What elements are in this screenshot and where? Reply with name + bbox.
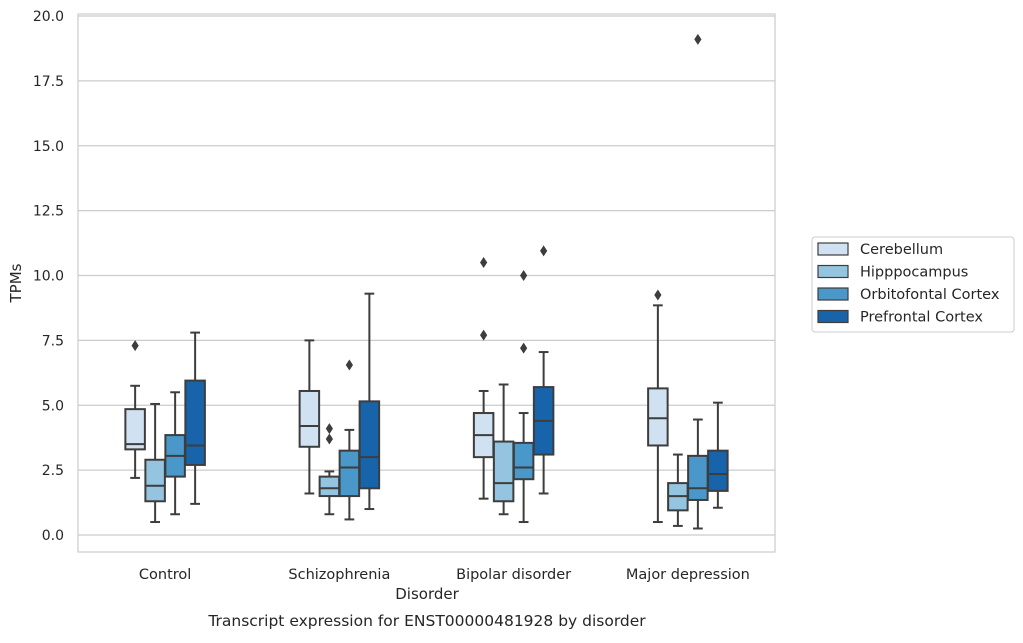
legend-frame — [811, 236, 1015, 333]
chart-caption: Transcript expression for ENST0000048192… — [207, 612, 646, 630]
legend-label: Hipppocampus — [860, 265, 968, 281]
legend-label: Cerebellum — [860, 242, 943, 258]
box — [124, 408, 146, 451]
box — [512, 441, 535, 481]
x-tick-label: Schizophrenia — [288, 567, 390, 583]
outlier-marker — [480, 257, 488, 269]
box-group — [358, 292, 381, 511]
box-group — [492, 383, 515, 516]
outlier-marker — [325, 423, 333, 435]
box — [358, 400, 381, 490]
box-group — [667, 453, 689, 527]
legend-label: Prefrontal Cortex — [860, 310, 983, 326]
box-group — [184, 331, 206, 505]
y-tick-label: 2.5 — [42, 463, 64, 479]
outlier-marker — [654, 289, 662, 301]
y-tick-label: 20.0 — [33, 9, 64, 25]
x-tick-label: Bipolar disorder — [456, 567, 571, 583]
box-group — [298, 339, 321, 495]
y-tick-label: 0.0 — [42, 528, 64, 544]
box — [707, 449, 729, 492]
x-tick-label: Control — [139, 567, 191, 583]
box — [318, 475, 341, 498]
legend-swatch — [817, 287, 849, 301]
outlier-marker — [325, 433, 333, 445]
plot-frame — [77, 13, 776, 553]
box-group — [472, 257, 495, 500]
outlier-marker — [345, 359, 353, 371]
box — [338, 449, 361, 498]
box-group — [144, 402, 166, 524]
box — [144, 458, 166, 503]
box — [492, 440, 515, 503]
box-group — [124, 340, 146, 479]
legend-swatch — [817, 264, 849, 279]
legend-swatch — [817, 309, 849, 324]
box-group — [512, 270, 535, 524]
box — [687, 454, 709, 501]
y-axis-label: TPMs — [7, 263, 25, 303]
outlier-marker — [480, 329, 488, 341]
y-tick-label: 7.5 — [42, 333, 64, 349]
outlier-marker — [540, 245, 548, 257]
box — [184, 379, 206, 466]
box — [647, 387, 669, 447]
y-tick-label: 10.0 — [33, 269, 64, 285]
outlier-marker — [694, 33, 702, 45]
x-axis-label: Disorder — [395, 585, 459, 603]
y-tick-label: 15.0 — [33, 139, 64, 155]
legend-label: Orbitofontal Cortex — [860, 287, 1000, 303]
outlier-marker — [520, 342, 528, 354]
y-tick-label: 5.0 — [42, 398, 64, 414]
outlier-marker — [131, 340, 139, 352]
box-group — [687, 33, 709, 530]
box-group — [532, 245, 555, 495]
y-tick-label: 17.5 — [33, 74, 64, 90]
box — [298, 389, 321, 448]
x-tick-label: Major depression — [626, 567, 750, 583]
outlier-marker — [520, 270, 528, 281]
legend-swatch — [817, 242, 849, 256]
box-group — [647, 289, 669, 524]
box-group — [707, 401, 729, 509]
y-tick-label: 12.5 — [33, 204, 64, 220]
legend: Cerebellum Hipppocampus Orbitofontal Corte… — [811, 236, 1015, 333]
